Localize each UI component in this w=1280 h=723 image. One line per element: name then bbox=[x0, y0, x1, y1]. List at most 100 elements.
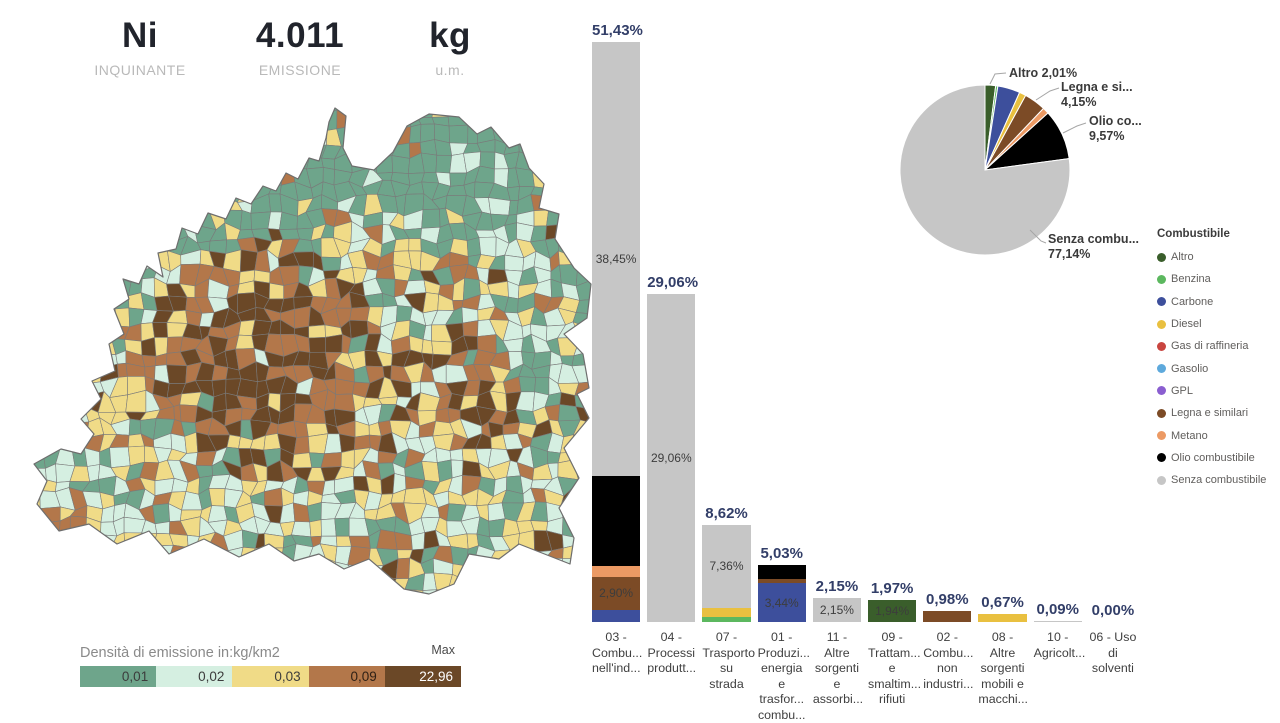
map-municipality[interactable] bbox=[212, 589, 229, 604]
map-municipality[interactable] bbox=[365, 576, 377, 590]
map-municipality[interactable] bbox=[112, 264, 131, 283]
map-municipality[interactable] bbox=[155, 196, 174, 214]
map-municipality[interactable] bbox=[152, 558, 173, 580]
map-municipality[interactable] bbox=[83, 590, 102, 605]
map-municipality[interactable] bbox=[448, 100, 465, 117]
map-municipality[interactable] bbox=[349, 604, 367, 605]
map-municipality[interactable] bbox=[40, 100, 60, 114]
map-municipality[interactable] bbox=[491, 111, 509, 129]
map-municipality[interactable] bbox=[57, 362, 75, 382]
map-municipality[interactable] bbox=[55, 394, 76, 407]
map-municipality[interactable] bbox=[58, 242, 76, 253]
map-municipality[interactable] bbox=[30, 212, 46, 229]
map-municipality[interactable] bbox=[55, 153, 73, 173]
map-municipality[interactable] bbox=[293, 564, 309, 577]
map-municipality[interactable] bbox=[420, 124, 434, 142]
lombardy-map-svg[interactable] bbox=[30, 100, 600, 605]
map-municipality[interactable] bbox=[71, 550, 88, 565]
map-municipality[interactable] bbox=[321, 452, 342, 467]
map-municipality[interactable] bbox=[99, 225, 110, 244]
map-municipality[interactable] bbox=[465, 112, 478, 125]
map-municipality[interactable] bbox=[71, 143, 84, 155]
bar-segment[interactable] bbox=[758, 565, 806, 579]
map-municipality[interactable] bbox=[292, 453, 312, 468]
fuel-legend-item[interactable]: Olio combustibile bbox=[1157, 447, 1280, 469]
map-municipality[interactable] bbox=[294, 437, 310, 455]
map-municipality[interactable] bbox=[215, 110, 224, 132]
map-municipality[interactable] bbox=[43, 588, 62, 605]
map-municipality[interactable] bbox=[153, 323, 168, 338]
map-municipality[interactable] bbox=[114, 100, 131, 118]
map-municipality[interactable] bbox=[577, 138, 589, 159]
map-municipality[interactable] bbox=[531, 589, 552, 601]
map-municipality[interactable] bbox=[43, 295, 62, 312]
map-municipality[interactable] bbox=[83, 577, 99, 593]
map-municipality[interactable] bbox=[87, 465, 100, 482]
map-municipality[interactable] bbox=[576, 110, 589, 131]
map-municipality[interactable] bbox=[575, 183, 589, 198]
map-municipality[interactable] bbox=[89, 104, 101, 116]
map-municipality[interactable] bbox=[69, 182, 90, 198]
map-municipality[interactable] bbox=[124, 154, 146, 174]
map-municipality[interactable] bbox=[72, 253, 87, 272]
map-municipality[interactable] bbox=[96, 577, 112, 593]
map-municipality[interactable] bbox=[30, 380, 47, 398]
map-municipality[interactable] bbox=[392, 156, 410, 174]
map-municipality[interactable] bbox=[293, 544, 313, 564]
map-municipality[interactable] bbox=[293, 110, 312, 128]
map-municipality[interactable] bbox=[264, 602, 286, 605]
map-municipality[interactable] bbox=[293, 600, 313, 605]
map-municipality[interactable] bbox=[155, 522, 170, 534]
map-municipality[interactable] bbox=[54, 601, 73, 605]
map-municipality[interactable] bbox=[58, 198, 75, 216]
map-municipality[interactable] bbox=[504, 559, 524, 578]
map-municipality[interactable] bbox=[436, 408, 450, 423]
map-municipality[interactable] bbox=[312, 100, 322, 116]
map-municipality[interactable] bbox=[127, 100, 145, 118]
map-municipality[interactable] bbox=[127, 250, 145, 272]
map-municipality[interactable] bbox=[195, 173, 215, 186]
map-municipality[interactable] bbox=[572, 488, 589, 510]
map-municipality[interactable] bbox=[181, 180, 197, 200]
map-municipality[interactable] bbox=[85, 272, 104, 280]
map-municipality[interactable] bbox=[55, 143, 73, 155]
map-municipality[interactable] bbox=[155, 214, 168, 225]
map-municipality[interactable] bbox=[573, 446, 589, 467]
map-municipality[interactable] bbox=[167, 166, 188, 183]
map-municipality[interactable] bbox=[423, 293, 439, 313]
map-municipality[interactable] bbox=[139, 544, 153, 564]
map-municipality[interactable] bbox=[282, 125, 300, 146]
map-municipality[interactable] bbox=[111, 561, 125, 581]
map-municipality[interactable] bbox=[58, 251, 76, 272]
map-municipality[interactable] bbox=[449, 125, 468, 143]
map-municipality[interactable] bbox=[57, 535, 72, 552]
map-municipality[interactable] bbox=[84, 310, 103, 328]
map-municipality[interactable] bbox=[281, 155, 295, 170]
map-municipality[interactable] bbox=[208, 558, 229, 581]
map-municipality[interactable] bbox=[126, 211, 143, 229]
map-municipality[interactable] bbox=[155, 166, 168, 189]
map-municipality[interactable] bbox=[97, 125, 116, 141]
map-municipality[interactable] bbox=[460, 588, 482, 605]
map-municipality[interactable] bbox=[30, 267, 46, 286]
map-municipality[interactable] bbox=[502, 587, 519, 605]
map-municipality[interactable] bbox=[474, 559, 491, 579]
map-municipality[interactable] bbox=[30, 139, 44, 159]
map-municipality[interactable] bbox=[155, 156, 169, 166]
map-municipality[interactable] bbox=[252, 602, 270, 605]
fuel-legend-item[interactable]: Gas di raffineria bbox=[1157, 335, 1280, 357]
map-municipality[interactable] bbox=[68, 268, 87, 280]
map-municipality[interactable] bbox=[180, 558, 201, 578]
map-municipality[interactable] bbox=[54, 280, 77, 300]
map-municipality[interactable] bbox=[368, 566, 383, 580]
map-municipality[interactable] bbox=[573, 435, 589, 452]
map-municipality[interactable] bbox=[517, 551, 538, 565]
map-municipality[interactable] bbox=[237, 602, 256, 606]
map-municipality[interactable] bbox=[40, 535, 59, 552]
map-municipality[interactable] bbox=[185, 100, 196, 117]
map-municipality[interactable] bbox=[222, 142, 243, 159]
map-municipality[interactable] bbox=[144, 154, 159, 171]
fuel-legend-item[interactable]: GPL bbox=[1157, 380, 1280, 402]
map-municipality[interactable] bbox=[460, 600, 475, 605]
map-municipality[interactable] bbox=[42, 140, 60, 157]
